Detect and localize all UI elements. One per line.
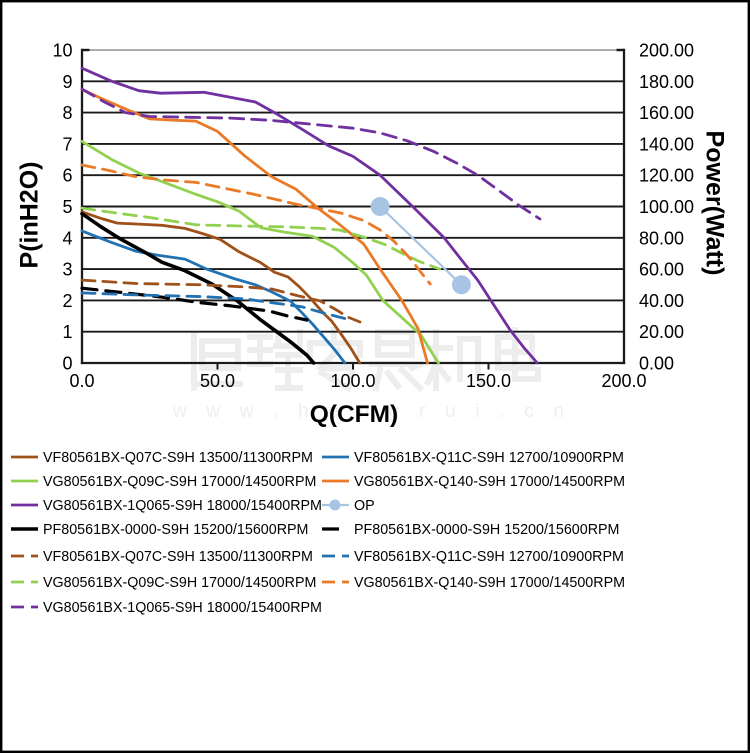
svg-text:OP: OP xyxy=(354,498,375,514)
svg-text:VG80561BX-1Q065-S9H 18000/1540: VG80561BX-1Q065-S9H 18000/15400RPM xyxy=(43,600,322,616)
svg-text:VF80561BX-Q11C-S9H 12700/10900: VF80561BX-Q11C-S9H 12700/10900RPM xyxy=(354,549,624,565)
svg-text:VG80561BX-Q09C-S9H 17000/14500: VG80561BX-Q09C-S9H 17000/14500RPM xyxy=(43,474,316,490)
svg-text:0.00: 0.00 xyxy=(639,354,674,374)
svg-text:10: 10 xyxy=(52,41,72,61)
svg-text:120.00: 120.00 xyxy=(639,166,694,186)
svg-text:40.00: 40.00 xyxy=(639,291,684,311)
svg-text:200.00: 200.00 xyxy=(639,41,694,61)
svg-text:VG80561BX-1Q065-S9H 18000/1540: VG80561BX-1Q065-S9H 18000/15400RPM xyxy=(43,498,322,514)
svg-text:6: 6 xyxy=(62,166,72,186)
svg-text:VF80561BX-Q07C-S9H 13500/11300: VF80561BX-Q07C-S9H 13500/11300RPM xyxy=(43,549,313,565)
svg-text:Q(CFM): Q(CFM) xyxy=(310,401,398,428)
svg-text:2: 2 xyxy=(62,291,72,311)
svg-text:w w w . h e n g r u i . c n: w w w . h e n g r u i . c n xyxy=(172,401,571,422)
svg-text:1: 1 xyxy=(62,322,72,342)
svg-text:Power(Watt): Power(Watt) xyxy=(701,131,729,276)
svg-text:100.0: 100.0 xyxy=(330,371,375,391)
svg-text:9: 9 xyxy=(62,72,72,92)
svg-text:80.00: 80.00 xyxy=(639,228,684,248)
svg-text:7: 7 xyxy=(62,134,72,154)
svg-text:8: 8 xyxy=(62,103,72,123)
svg-text:200.0: 200.0 xyxy=(601,371,646,391)
svg-text:160.00: 160.00 xyxy=(639,103,694,123)
svg-text:VG80561BX-Q140-S9H 17000/14500: VG80561BX-Q140-S9H 17000/14500RPM xyxy=(354,575,625,591)
svg-text:140.00: 140.00 xyxy=(639,134,694,154)
svg-text:20.00: 20.00 xyxy=(639,322,684,342)
svg-text:3: 3 xyxy=(62,260,72,280)
svg-text:PF80561BX-0000-S9H 15200/15600: PF80561BX-0000-S9H 15200/15600RPM xyxy=(43,522,308,538)
svg-text:50.0: 50.0 xyxy=(200,371,235,391)
svg-text:VG80561BX-Q140-S9H 17000/14500: VG80561BX-Q140-S9H 17000/14500RPM xyxy=(354,474,625,490)
svg-text:PF80561BX-0000-S9H 15200/15600: PF80561BX-0000-S9H 15200/15600RPM xyxy=(354,522,619,538)
svg-text:180.00: 180.00 xyxy=(639,72,694,92)
svg-text:0: 0 xyxy=(62,354,72,374)
svg-text:150.0: 150.0 xyxy=(466,371,511,391)
svg-text:4: 4 xyxy=(62,228,72,248)
svg-text:P(inH2O): P(inH2O) xyxy=(16,162,44,269)
svg-text:0.0: 0.0 xyxy=(69,371,94,391)
svg-text:5: 5 xyxy=(62,197,72,217)
svg-text:VF80561BX-Q11C-S9H 12700/10900: VF80561BX-Q11C-S9H 12700/10900RPM xyxy=(354,450,624,466)
svg-text:60.00: 60.00 xyxy=(639,260,684,280)
svg-text:VG80561BX-Q09C-S9H 17000/14500: VG80561BX-Q09C-S9H 17000/14500RPM xyxy=(43,575,316,591)
svg-text:100.00: 100.00 xyxy=(639,197,694,217)
svg-text:VF80561BX-Q07C-S9H 13500/11300: VF80561BX-Q07C-S9H 13500/11300RPM xyxy=(43,450,313,466)
